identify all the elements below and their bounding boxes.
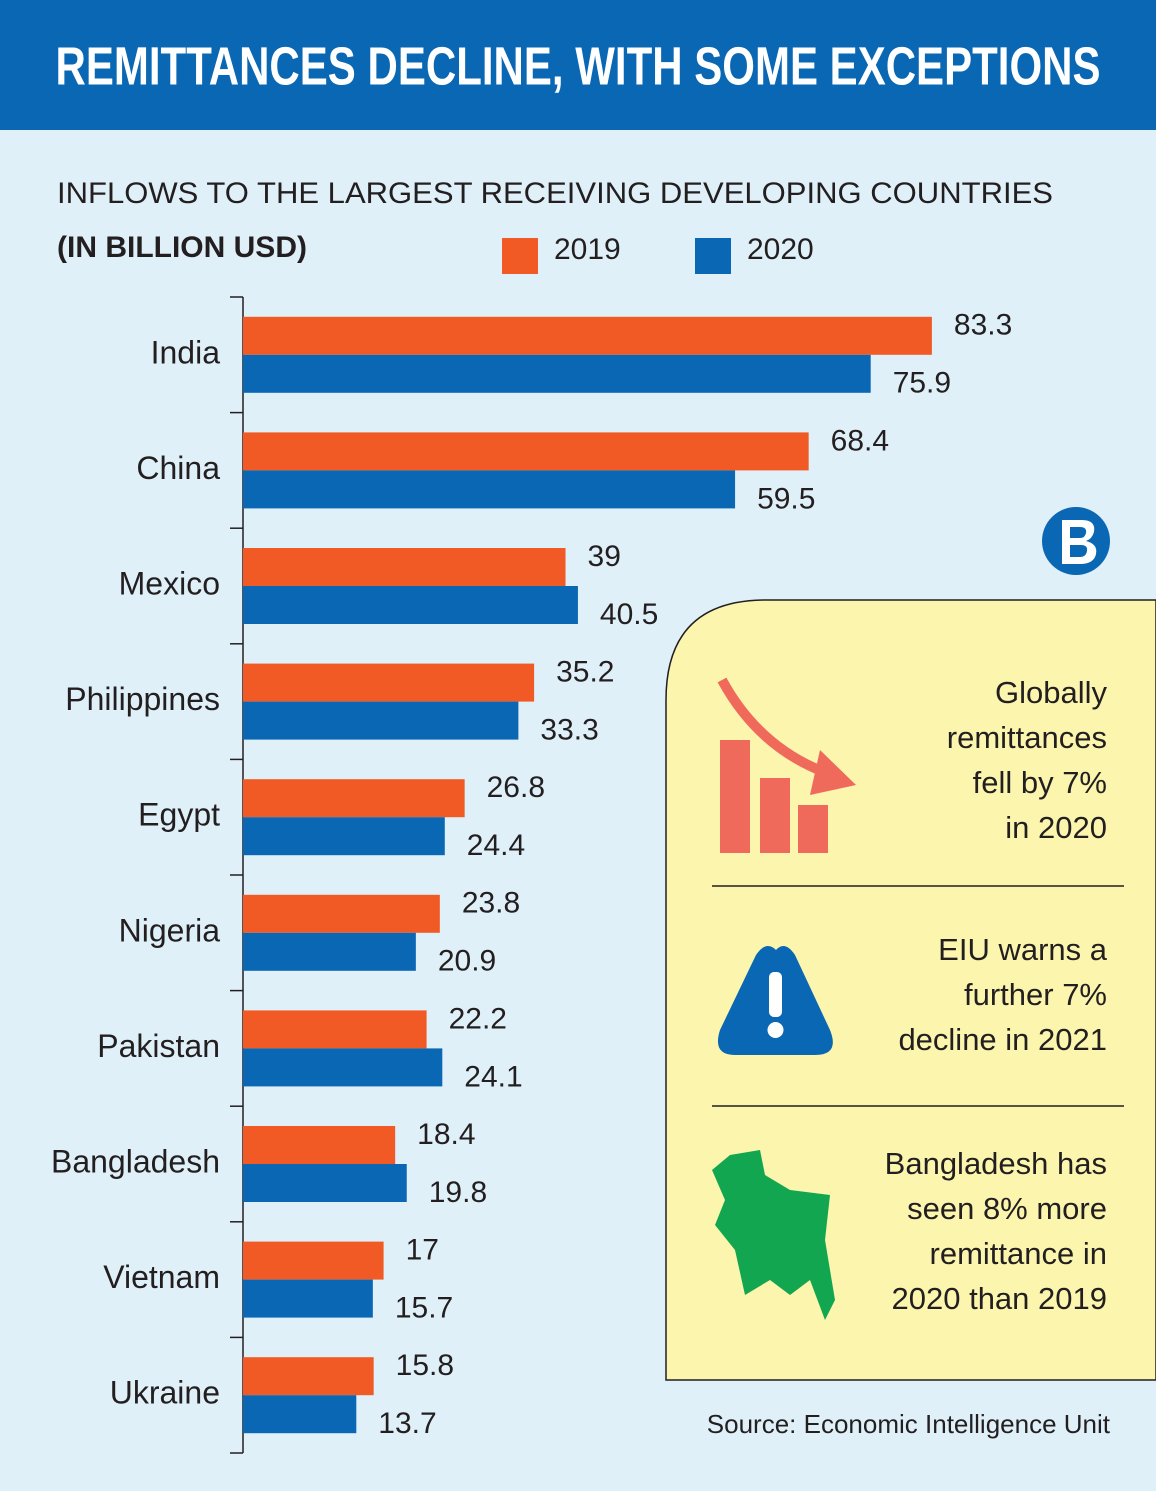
value-label: 15.8	[396, 1349, 454, 1382]
category-label: Nigeria	[119, 912, 221, 948]
bar	[243, 354, 871, 393]
bar	[243, 1395, 357, 1434]
value-label: 22.2	[449, 1002, 507, 1035]
value-label: 19.8	[429, 1176, 487, 1209]
header	[0, 0, 1156, 130]
bar	[243, 1279, 373, 1318]
value-label: 17	[406, 1234, 439, 1267]
note-text: seen 8% more	[907, 1191, 1107, 1226]
note-text: in 2020	[1005, 810, 1107, 845]
bar	[243, 663, 535, 702]
category-label: Egypt	[138, 797, 220, 833]
value-label: 75.9	[893, 367, 951, 400]
note-text: remittance in	[930, 1236, 1107, 1271]
logo	[1042, 507, 1110, 575]
bar	[243, 1010, 427, 1049]
value-label: 26.8	[487, 771, 545, 804]
value-label: 39	[588, 540, 621, 573]
bar	[243, 817, 445, 856]
bangladesh-map	[712, 1150, 835, 1320]
bar	[243, 779, 465, 818]
source: Source: Economic Intelligence Unit	[707, 1409, 1111, 1439]
value-label: 24.1	[464, 1060, 522, 1093]
value-label: 13.7	[378, 1407, 436, 1440]
bar	[243, 1357, 374, 1396]
bar	[243, 548, 566, 586]
value-label: 24.4	[467, 829, 525, 862]
note-text: Globally	[995, 675, 1107, 710]
bar	[243, 316, 932, 355]
bar	[243, 586, 578, 624]
bar	[243, 1164, 407, 1202]
category-label: China	[136, 450, 220, 486]
note-text: 2020 than 2019	[892, 1281, 1108, 1316]
legend-swatch	[502, 238, 538, 274]
value-label: 35.2	[556, 656, 614, 689]
bar	[243, 932, 416, 971]
legend-swatch	[695, 238, 731, 274]
chart-title: REMITTANCES DECLINE, WITH SOME EXCEPTION…	[56, 36, 1101, 96]
value-label: 18.4	[417, 1118, 475, 1151]
value-label: 20.9	[438, 945, 496, 978]
value-label: 23.8	[462, 887, 520, 920]
bar	[243, 894, 440, 933]
bar	[243, 1048, 443, 1087]
note-text: further 7%	[964, 977, 1107, 1012]
warning-icon	[717, 946, 833, 1055]
category-label: Philippines	[65, 681, 220, 717]
bar	[243, 470, 736, 509]
value-label: 59.5	[757, 482, 815, 515]
bar	[243, 432, 809, 471]
category-label: Ukraine	[110, 1375, 220, 1411]
category-label: India	[151, 334, 221, 370]
value-label: 83.3	[954, 309, 1012, 342]
note-text: Bangladesh has	[885, 1146, 1107, 1181]
value-label: 40.5	[600, 598, 658, 631]
note-text: remittances	[947, 720, 1107, 755]
bar	[243, 1126, 396, 1164]
value-label: 33.3	[540, 714, 598, 747]
value-label: 68.4	[831, 424, 889, 457]
value-label: 15.7	[395, 1292, 453, 1325]
bar	[243, 701, 519, 740]
unit-label: (IN BILLION USD)	[57, 231, 307, 264]
note-text: fell by 7%	[973, 765, 1107, 800]
note-text: EIU warns a	[938, 932, 1108, 967]
category-label: Pakistan	[97, 1028, 220, 1064]
legend-label: 2020	[747, 233, 814, 266]
bar	[243, 1241, 384, 1280]
note-text: decline in 2021	[898, 1022, 1107, 1057]
decline-icon	[717, 677, 856, 853]
category-label: Vietnam	[103, 1259, 220, 1295]
category-label: Mexico	[119, 565, 220, 601]
chart-subtitle: INFLOWS TO THE LARGEST RECEIVING DEVELOP…	[57, 177, 1053, 210]
legend-label: 2019	[554, 233, 621, 266]
category-label: Bangladesh	[51, 1143, 220, 1179]
